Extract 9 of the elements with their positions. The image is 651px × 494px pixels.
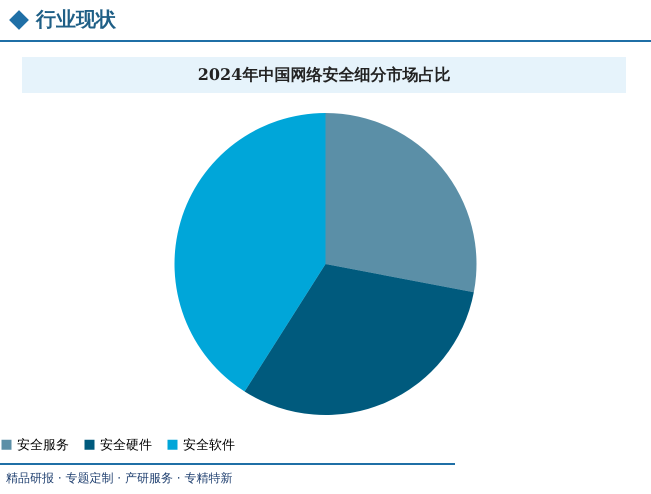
- legend-label: 安全软件: [183, 436, 235, 453]
- pie-slice: [326, 113, 476, 292]
- legend-label: 安全硬件: [100, 436, 152, 453]
- legend-label: 安全服务: [17, 436, 69, 453]
- text: 行业现状: [36, 6, 116, 33]
- pie-slice: [244, 264, 474, 415]
- pie-slice: [174, 113, 326, 392]
- text: 精品研报 · 专题定制 · 产研服务 · 专精特新: [6, 470, 232, 487]
- chart-title: 2024年中国网络安全细分市场占比: [22, 57, 626, 93]
